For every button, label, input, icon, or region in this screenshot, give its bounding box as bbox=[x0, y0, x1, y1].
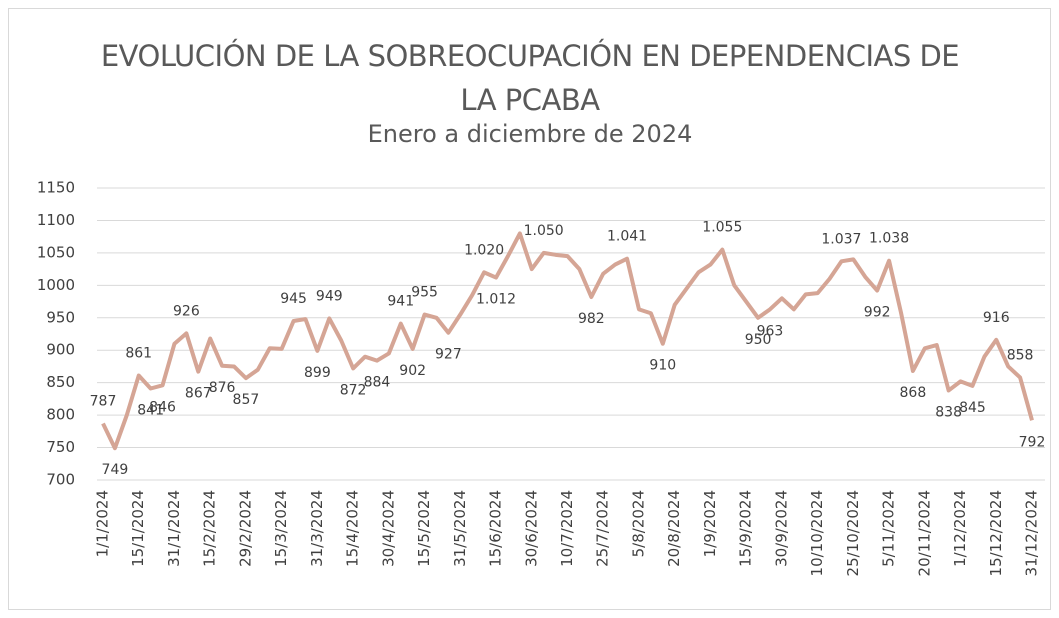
x-tick-label: 15/2/2024 bbox=[201, 490, 219, 567]
data-label: 749 bbox=[102, 462, 129, 478]
x-tick-label: 29/2/2024 bbox=[236, 490, 254, 567]
data-label: 926 bbox=[173, 303, 200, 319]
x-tick-label: 31/1/2024 bbox=[165, 490, 183, 567]
x-tick-label: 25/7/2024 bbox=[594, 490, 612, 567]
data-label: 787 bbox=[90, 394, 117, 410]
x-tick-label: 15/4/2024 bbox=[344, 490, 362, 567]
chart-subtitle: Enero a diciembre de 2024 bbox=[367, 120, 693, 148]
y-tick-label: 1050 bbox=[37, 243, 75, 261]
data-label: 792 bbox=[1019, 434, 1046, 450]
data-label: 846 bbox=[149, 399, 176, 415]
data-label: 899 bbox=[304, 365, 331, 381]
x-tick-label: 25/10/2024 bbox=[844, 490, 862, 576]
data-label: 1.055 bbox=[702, 220, 742, 236]
data-label: 1.037 bbox=[821, 231, 861, 247]
data-label: 845 bbox=[959, 400, 986, 416]
x-tick-label: 20/11/2024 bbox=[915, 490, 933, 576]
data-label: 884 bbox=[364, 375, 391, 391]
data-label: 876 bbox=[209, 380, 236, 396]
x-tick-label: 15/5/2024 bbox=[415, 490, 433, 567]
x-tick-label: 15/1/2024 bbox=[129, 490, 147, 567]
data-label: 841 bbox=[137, 403, 164, 419]
data-label: 910 bbox=[649, 358, 676, 374]
data-label: 1.038 bbox=[869, 231, 909, 247]
y-tick-label: 1100 bbox=[37, 211, 75, 229]
data-label: 1.012 bbox=[476, 292, 516, 308]
data-label: 982 bbox=[578, 311, 605, 327]
data-label: 963 bbox=[757, 323, 784, 339]
y-tick-label: 800 bbox=[46, 406, 75, 424]
x-tick-label: 1/1/2024 bbox=[94, 490, 112, 557]
data-label: 872 bbox=[340, 382, 367, 398]
x-tick-label: 15/3/2024 bbox=[272, 490, 290, 567]
y-tick-label: 750 bbox=[46, 438, 75, 456]
x-tick-label: 1/12/2024 bbox=[951, 490, 969, 567]
y-tick-label: 700 bbox=[46, 471, 75, 489]
x-tick-label: 30/6/2024 bbox=[522, 490, 540, 567]
data-label: 927 bbox=[435, 347, 462, 363]
chart-title: EVOLUCIÓN DE LA SOBREOCUPACIÓN EN DEPEND… bbox=[100, 39, 960, 117]
data-label: 950 bbox=[745, 332, 772, 348]
x-tick-label: 10/7/2024 bbox=[558, 490, 576, 567]
x-tick-label: 5/8/2024 bbox=[629, 490, 647, 557]
x-tick-label: 15/12/2024 bbox=[987, 490, 1005, 576]
x-tick-label: 15/9/2024 bbox=[737, 490, 755, 567]
y-tick-label: 900 bbox=[46, 341, 75, 359]
data-label: 902 bbox=[399, 363, 426, 379]
data-label: 1.041 bbox=[607, 229, 647, 245]
x-tick-label: 10/10/2024 bbox=[808, 490, 826, 576]
data-label: 992 bbox=[864, 305, 891, 321]
data-label: 949 bbox=[316, 288, 343, 304]
data-label: 916 bbox=[983, 310, 1010, 326]
data-label: 838 bbox=[935, 404, 962, 420]
y-tick-label: 950 bbox=[46, 308, 75, 326]
data-label: 945 bbox=[280, 291, 307, 307]
y-tick-label: 1000 bbox=[37, 276, 75, 294]
x-tick-label: 30/9/2024 bbox=[772, 490, 790, 567]
x-tick-label: 5/11/2024 bbox=[880, 490, 898, 567]
x-tick-label: 30/4/2024 bbox=[379, 490, 397, 567]
data-label: 867 bbox=[185, 386, 212, 402]
data-label: 1.020 bbox=[464, 242, 504, 258]
data-label: 857 bbox=[233, 392, 260, 408]
data-label: 1.050 bbox=[524, 223, 564, 239]
data-line bbox=[101, 231, 1034, 451]
y-tick-label: 1150 bbox=[37, 179, 75, 197]
x-tick-label: 31/5/2024 bbox=[451, 490, 469, 567]
data-label: 861 bbox=[125, 346, 152, 362]
x-tick-label: 20/8/2024 bbox=[665, 490, 683, 567]
data-label: 868 bbox=[900, 385, 927, 401]
x-tick-label: 31/12/2024 bbox=[1023, 490, 1041, 576]
y-tick-label: 850 bbox=[46, 373, 75, 391]
data-label: 941 bbox=[387, 294, 414, 310]
x-tick-label: 31/3/2024 bbox=[308, 490, 326, 567]
x-tick-label: 1/9/2024 bbox=[701, 490, 719, 557]
data-label: 955 bbox=[411, 285, 438, 301]
x-tick-label: 15/6/2024 bbox=[487, 490, 505, 567]
chart-frame bbox=[8, 8, 1051, 610]
data-label: 858 bbox=[1007, 347, 1034, 363]
